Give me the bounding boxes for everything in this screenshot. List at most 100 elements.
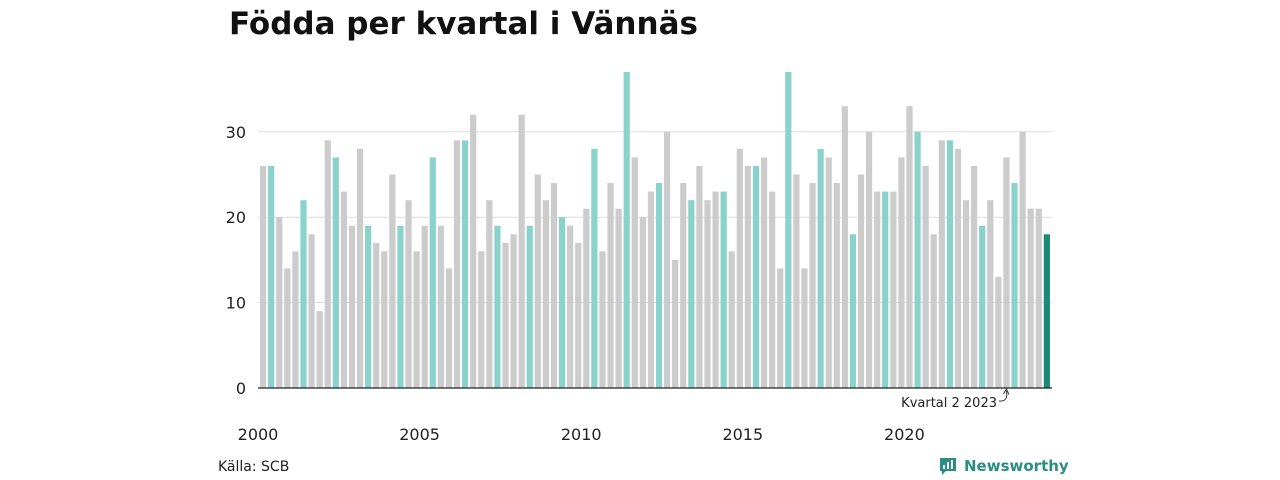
bar	[348, 225, 356, 388]
bar	[672, 259, 679, 388]
bar	[680, 183, 687, 388]
bar	[995, 276, 1002, 388]
bar	[365, 225, 372, 388]
chart-title: Födda per kvartal i Vännäs	[229, 6, 698, 42]
annotation-arrow	[998, 390, 1008, 402]
bar	[373, 242, 380, 388]
bar	[575, 242, 582, 388]
bar	[276, 217, 283, 388]
bar	[510, 234, 517, 388]
bar	[478, 251, 485, 388]
bar	[292, 251, 299, 388]
bar	[260, 165, 267, 388]
bar	[429, 157, 436, 388]
bar	[882, 191, 889, 388]
bar	[389, 174, 396, 388]
bar	[647, 191, 655, 388]
bar	[712, 191, 719, 388]
bar	[938, 140, 945, 388]
bar	[437, 225, 444, 388]
bar	[898, 157, 905, 388]
bar	[914, 131, 921, 388]
bar	[550, 183, 558, 388]
bar	[817, 148, 824, 388]
bar	[793, 174, 800, 388]
bar	[728, 251, 735, 388]
bar	[1027, 208, 1034, 388]
bar	[1003, 157, 1010, 388]
bar	[849, 234, 857, 388]
bar	[486, 200, 493, 388]
bar	[1043, 234, 1050, 388]
y-tick-label: 30	[226, 123, 246, 142]
y-tick-label: 20	[226, 208, 246, 227]
bar	[954, 148, 962, 388]
bar	[631, 157, 638, 388]
source-label: Källa: SCB	[218, 459, 290, 475]
x-tick-label: 2020	[884, 425, 925, 444]
bar	[962, 200, 970, 388]
brand-name: Newsworthy	[964, 457, 1069, 475]
bar	[340, 191, 347, 388]
x-axis-labels: 2000 2005 2010 2015 2020	[238, 425, 925, 444]
bar	[987, 200, 994, 388]
bar	[760, 157, 768, 388]
x-tick-label: 2010	[561, 425, 602, 444]
bar	[833, 183, 840, 388]
bar	[558, 217, 566, 388]
bar	[356, 148, 364, 388]
bar	[946, 140, 953, 388]
bar	[405, 200, 412, 388]
annotation-group: Kvartal 2 2023	[901, 387, 1010, 411]
bar	[332, 157, 339, 388]
annotation-label: Kvartal 2 2023	[901, 396, 997, 411]
bar	[453, 140, 461, 388]
y-axis-labels: 0 10 20 30	[226, 123, 246, 398]
bar	[1019, 131, 1026, 388]
bar	[752, 165, 760, 388]
bar	[866, 131, 873, 388]
bar	[421, 225, 428, 388]
bar	[502, 242, 509, 388]
bar	[655, 183, 663, 388]
bar	[744, 165, 751, 388]
bar	[857, 174, 865, 388]
newsworthy-icon	[940, 458, 956, 475]
bar	[664, 131, 671, 388]
x-tick-label: 2015	[722, 425, 763, 444]
bar	[268, 165, 275, 388]
bar	[316, 311, 323, 388]
bar	[1011, 183, 1018, 388]
bar	[542, 200, 549, 388]
bar	[381, 251, 388, 388]
bar	[736, 148, 743, 388]
bar	[801, 268, 808, 388]
bar	[906, 106, 913, 388]
bar	[1035, 208, 1042, 388]
x-tick-label: 2005	[399, 425, 440, 444]
bar	[615, 208, 622, 388]
y-tick-label: 10	[226, 294, 246, 313]
bar	[979, 225, 986, 388]
bar	[470, 114, 477, 388]
bar	[583, 208, 590, 388]
brand-logo: Newsworthy	[938, 456, 1069, 476]
bar	[413, 251, 420, 388]
bar	[890, 191, 897, 388]
bar	[526, 225, 533, 388]
bar	[308, 234, 315, 388]
bar	[825, 157, 832, 388]
y-tick-label: 0	[236, 379, 246, 398]
bar	[696, 165, 703, 388]
bar	[534, 174, 541, 388]
bar	[777, 268, 784, 388]
x-tick-label: 2000	[238, 425, 279, 444]
bar	[688, 200, 695, 388]
bar	[591, 148, 598, 388]
bar	[922, 165, 929, 388]
bar	[841, 106, 848, 388]
bar	[324, 140, 331, 388]
bar	[785, 72, 792, 388]
bar	[300, 200, 307, 388]
bar	[874, 191, 881, 388]
